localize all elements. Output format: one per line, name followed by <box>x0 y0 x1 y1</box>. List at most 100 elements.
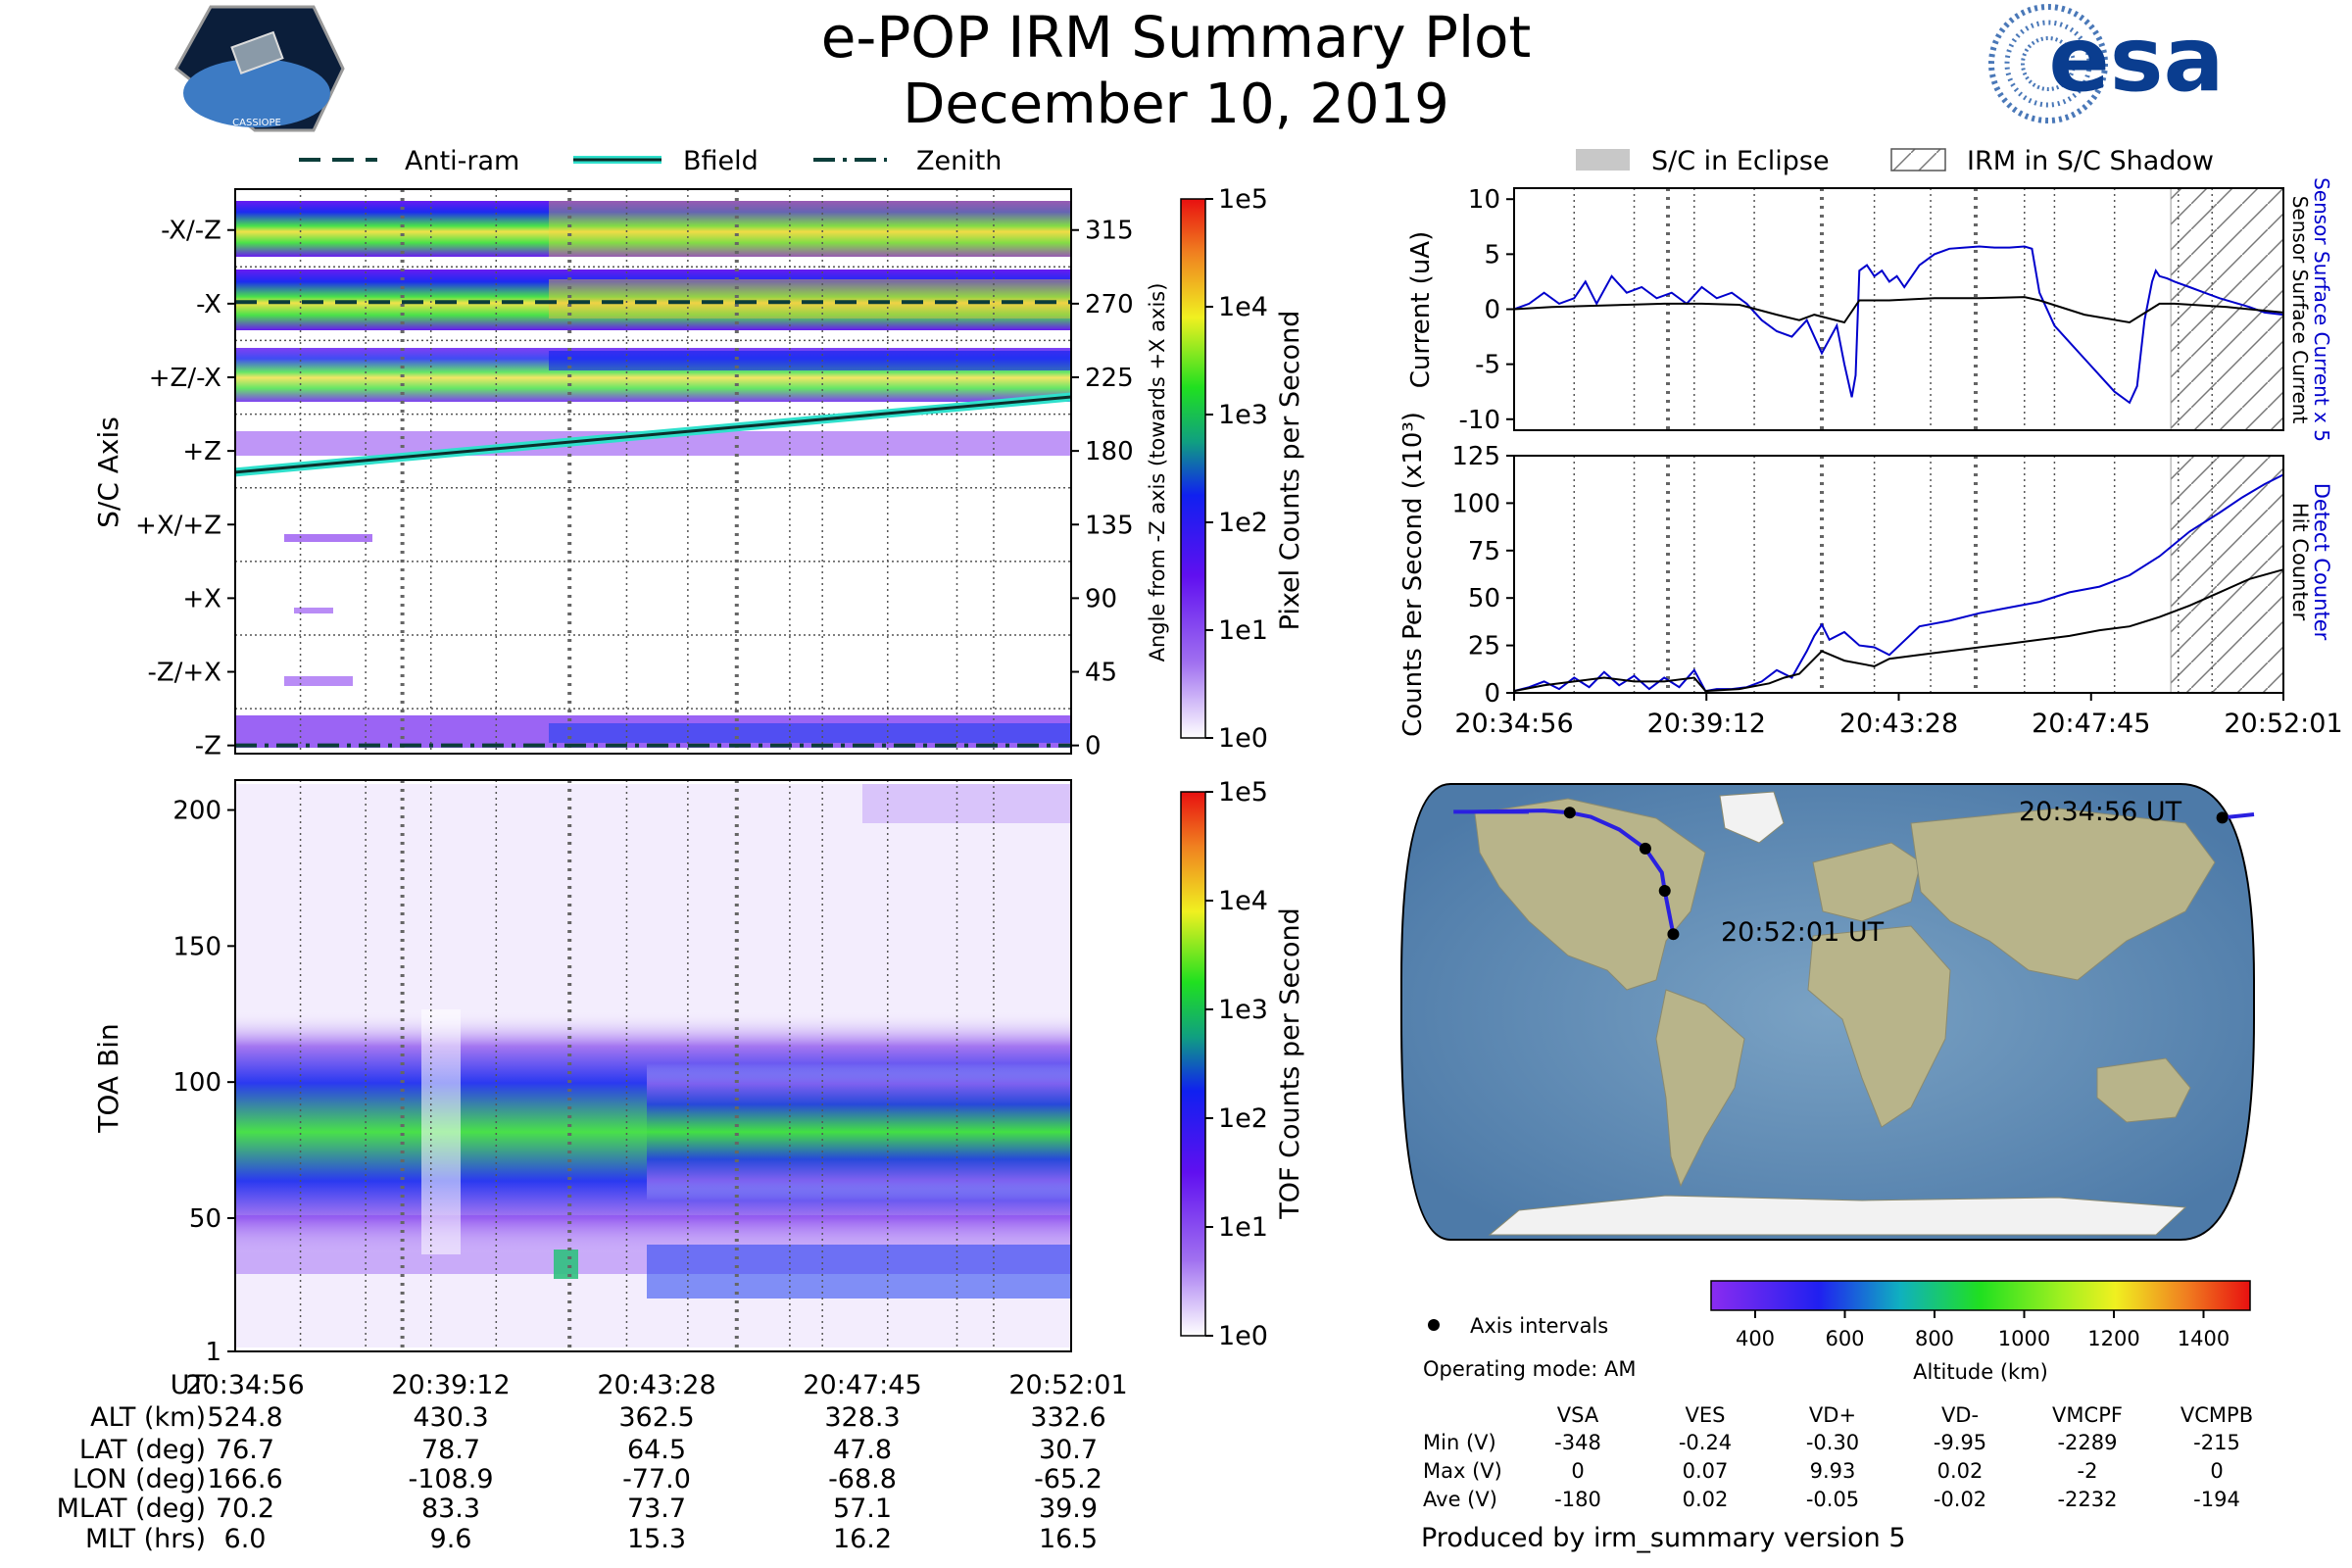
legend-eclipse-shadow: S/C in Eclipse IRM in S/C Shadow <box>1576 146 2214 176</box>
voltage-cell: -2232 <box>2057 1488 2117 1511</box>
toa-lower-blob <box>554 1250 578 1279</box>
counts-ylabel-hit: Hit Counter <box>2288 503 2312 621</box>
voltage-row-label: Min (V) <box>1423 1431 1496 1454</box>
axis-interval-point <box>1667 928 1680 941</box>
colorbar-tick-label: 1e5 <box>1218 777 1268 808</box>
toa-ylabel: TOA Bin <box>92 1023 124 1133</box>
table-cell: 430.3 <box>413 1402 488 1433</box>
counts-plot-area <box>1514 456 2283 693</box>
axis-interval-point <box>2216 811 2229 824</box>
axis-interval-point <box>1563 807 1576 819</box>
toa-time-gridlines <box>299 780 995 1351</box>
ground-track-west <box>1453 808 1676 935</box>
pixel-colorbar-gradient <box>1180 198 1206 739</box>
sc-left-tick-label: -X <box>196 290 221 319</box>
table-cell: 20:52:01 <box>1008 1370 1127 1400</box>
voltage-cell: -0.02 <box>1934 1488 1986 1511</box>
sc-right-tick-label: 135 <box>1085 511 1134 540</box>
band-x-minus-z <box>235 201 1071 257</box>
colorbar-tick-label: 1e1 <box>1218 1212 1268 1243</box>
map-panel: 20:52:01 UT 20:34:56 UT <box>1400 783 2255 1241</box>
table-cell: 328.3 <box>824 1402 900 1433</box>
y-tick-label: 100 <box>1451 489 1500 518</box>
figure-title: e-POP IRM Summary Plot <box>821 4 1532 71</box>
sc-time-gridlines <box>299 189 995 754</box>
sc-left-tick-label: -X/-Z <box>161 217 221 246</box>
sc-right-tick-label: 270 <box>1085 290 1134 319</box>
altitude-colorbar-label: Altitude (km) <box>1913 1360 2048 1384</box>
voltage-cell: -180 <box>1554 1488 1601 1511</box>
voltage-header: VD+ <box>1809 1403 1856 1427</box>
land-south-america <box>1655 989 1745 1188</box>
voltage-cell: -215 <box>2193 1431 2240 1454</box>
toa-tick-label: 50 <box>189 1204 221 1234</box>
voltage-header: VES <box>1686 1403 1726 1427</box>
toa-tick-label: 150 <box>172 932 221 961</box>
table-cell: -108.9 <box>408 1464 493 1494</box>
table-row-label: MLAT (deg) <box>57 1494 206 1524</box>
sc-right-tick-label: 225 <box>1085 364 1134 393</box>
table-row-label: UT <box>171 1370 207 1400</box>
colorbar-tick-label: 1e3 <box>1218 400 1268 430</box>
current-series <box>1513 245 2284 405</box>
axis-interval-point <box>1658 885 1671 898</box>
bfield-line <box>234 395 1072 474</box>
voltage-cell: -348 <box>1554 1431 1601 1454</box>
colorbar-tick-label: 1e5 <box>1218 184 1268 215</box>
land-europe <box>1812 842 1922 922</box>
track-end-label: 20:52:01 UT <box>1721 917 1885 948</box>
legend-eclipse-label: S/C in Eclipse <box>1651 146 1830 176</box>
toa-top-bright <box>862 784 1071 823</box>
voltage-cell: -2289 <box>2057 1431 2117 1454</box>
sc-axis-ylabel-right: Angle from -Z axis (towards +X axis) <box>1146 283 1169 662</box>
colorbar-tick-label: 1e0 <box>1218 723 1268 754</box>
table-cell: 76.7 <box>216 1435 274 1465</box>
table-cell: 16.2 <box>833 1524 892 1554</box>
sc-axis-frame <box>234 188 1072 755</box>
y-tick-label: 0 <box>1484 296 1500 325</box>
table-cell: 524.8 <box>207 1402 282 1433</box>
sc-left-tick-label: -Z <box>195 732 221 761</box>
sc-right-tick-label: 90 <box>1085 584 1117 613</box>
altitude-tick-label: 400 <box>1736 1327 1775 1350</box>
toa-tick-label: 100 <box>172 1068 221 1098</box>
counts-ylabel: Counts Per Second (x10³) <box>1398 412 1428 737</box>
band-plus-x-speck <box>294 608 333 613</box>
toa-lower-band-late <box>647 1245 1071 1298</box>
table-cell: 332.6 <box>1030 1402 1105 1433</box>
colorbar-tick-label: 1e1 <box>1218 615 1268 646</box>
operating-mode: Operating mode: AM <box>1423 1357 1636 1381</box>
altitude-tick-label: 1000 <box>1998 1327 2050 1350</box>
altitude-tick-label: 600 <box>1825 1327 1864 1350</box>
x-tick-label: 20:34:56 <box>1454 709 1573 739</box>
table-cell: 20:34:56 <box>185 1370 304 1400</box>
axis-interval-point <box>1639 842 1651 855</box>
table-cell: -65.2 <box>1034 1464 1102 1494</box>
current-ylabel-surface: Sensor Surface Current <box>2288 196 2312 424</box>
voltage-header: VSA <box>1557 1403 1599 1427</box>
voltage-header: VD- <box>1941 1403 1979 1427</box>
y-tick-label: 0 <box>1484 679 1500 709</box>
counts-ticks: 125 100 75 50 25 020:34:56 20:39:12 20:43:28 20:… <box>1451 442 2342 739</box>
toa-gap <box>421 1009 461 1254</box>
toa-tick-label: 1 <box>205 1338 221 1367</box>
altitude-tick-label: 800 <box>1915 1327 1954 1350</box>
y-tick-label: 125 <box>1451 442 1500 471</box>
current-ylabel: Current (uA) <box>1406 231 1436 388</box>
table-cell: 73.7 <box>627 1494 686 1524</box>
sc-sector-separators <box>235 266 1071 710</box>
table-cell: 39.9 <box>1039 1494 1098 1524</box>
legend-eclipse-swatch <box>1576 149 1630 171</box>
current-ylabel-sensor: Sensor Surface Current x 5 <box>2310 177 2333 442</box>
table-cell: -68.8 <box>828 1464 897 1494</box>
tof-colorbar-ticks: 1e5 1e4 1e3 1e2 1e1 1e0 <box>1205 777 1268 1351</box>
colorbar-tick-label: 1e4 <box>1218 292 1268 322</box>
esa-logo-text: esa <box>2048 7 2224 112</box>
table-cell: 20:39:12 <box>391 1370 510 1400</box>
land-asia <box>1910 808 2216 981</box>
axis-interval-marker <box>1428 1319 1440 1331</box>
sc-left-tick-label: -Z/+X <box>147 659 221 688</box>
toa-frame <box>234 779 1072 1352</box>
